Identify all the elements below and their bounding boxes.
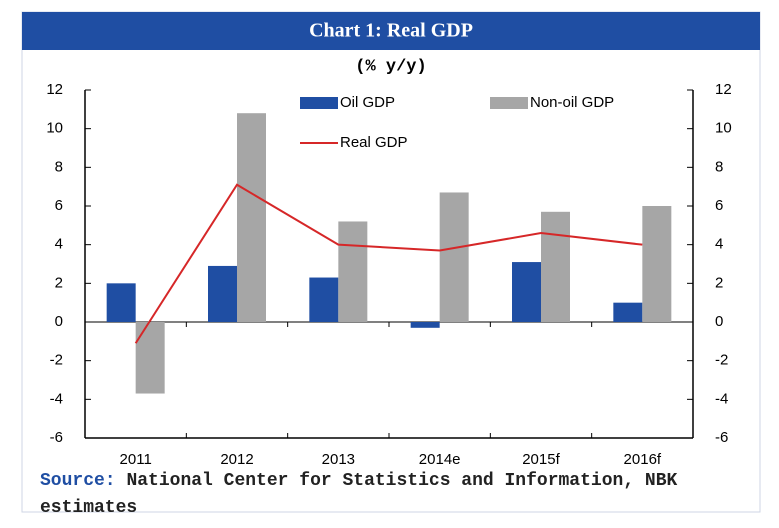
y2-tick-label: -2 [715, 352, 728, 369]
x-tick-label: 2015f [522, 451, 560, 468]
y2-tick-label: -6 [715, 429, 728, 446]
bar [541, 211, 570, 322]
chart-subtitle: (% y/y) [355, 57, 426, 76]
legend-swatch [300, 97, 338, 109]
y2-tick-label: 2 [715, 274, 723, 291]
title-bar [22, 12, 760, 50]
y2-tick-label: 10 [715, 120, 732, 137]
bar [338, 221, 368, 322]
y-tick-label: 4 [55, 236, 63, 253]
y-tick-label: -6 [50, 429, 63, 446]
bar [135, 322, 165, 394]
y-tick-label: 6 [55, 197, 63, 214]
y-tick-label: -2 [50, 352, 63, 369]
y2-tick-label: 8 [715, 158, 723, 175]
y2-tick-label: -4 [715, 390, 728, 407]
chart-title: Chart 1: Real GDP [309, 20, 473, 42]
bar [613, 302, 643, 322]
bar [410, 322, 440, 328]
bar [208, 265, 237, 322]
y-tick-label: 2 [55, 274, 63, 291]
x-tick-label: 2011 [120, 451, 152, 468]
x-tick-label: 2016f [624, 451, 662, 468]
source-text: National Center for Statistics and Infor… [40, 471, 678, 518]
y-tick-label: 10 [46, 120, 63, 137]
y2-tick-label: 12 [715, 81, 732, 98]
y2-tick-label: 0 [715, 313, 723, 330]
bar [106, 283, 136, 322]
x-tick-label: 2012 [220, 451, 253, 468]
line [134, 183, 643, 344]
y-tick-label: 12 [46, 81, 63, 98]
x-tick-label: 2014e [419, 451, 461, 468]
y-tick-label: 0 [55, 313, 63, 330]
bar [512, 262, 541, 322]
source-label: Source: [40, 471, 116, 491]
legend-label: Real GDP [340, 134, 408, 151]
bar [642, 206, 672, 322]
bar [309, 277, 339, 322]
bar [237, 113, 266, 322]
y2-tick-label: 6 [715, 197, 723, 214]
y-tick-label: 8 [55, 158, 63, 175]
x-tick-label: 2013 [322, 451, 355, 468]
source: Source: National Center for Statistics a… [40, 468, 700, 522]
bar [439, 192, 469, 322]
legend-label: Non-oil GDP [530, 94, 614, 111]
y2-tick-label: 4 [715, 236, 723, 253]
legend-swatch [490, 97, 528, 109]
y-tick-label: -4 [50, 390, 63, 407]
legend-label: Oil GDP [340, 94, 395, 111]
